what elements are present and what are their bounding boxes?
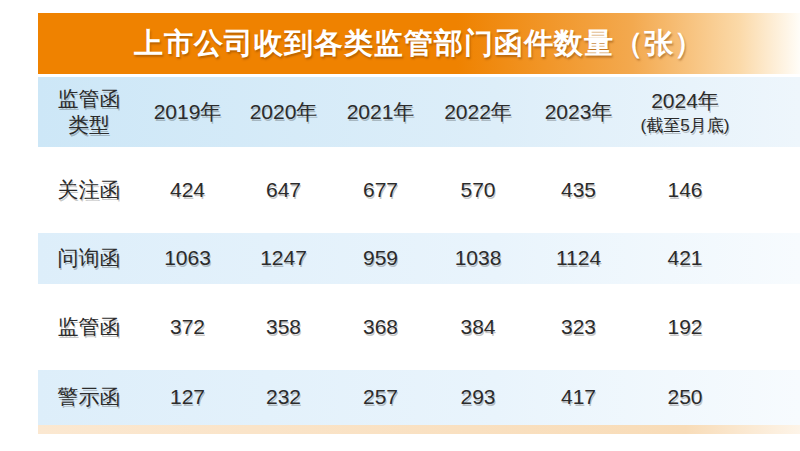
value-cell-2023: 417: [527, 384, 630, 410]
value-cell-2022: 293: [429, 384, 527, 410]
letter-type-line1: 监管函: [38, 86, 140, 112]
value-cell-2019: 127: [140, 384, 235, 410]
value-cell-2019: 1063: [140, 245, 235, 271]
column-header-2019: 2019年: [140, 99, 235, 125]
value-cell-2023: 323: [527, 314, 630, 340]
row-label: 警示函: [38, 384, 140, 410]
value-cell-2021: 368: [332, 314, 429, 340]
column-header-2024-line2: (截至5月底): [630, 115, 740, 136]
table-row-inquiry-letters: 问询函 1063 1247 959 1038 1124 421: [38, 233, 800, 284]
title-banner: 上市公司收到各类监管部门函件数量（张）: [38, 13, 800, 74]
row-label: 问询函: [38, 245, 140, 271]
value-cell-2024: 192: [630, 314, 800, 340]
value-cell-2021: 257: [332, 384, 429, 410]
value-cell-2024: 421: [630, 245, 800, 271]
value-cell-2024: 146: [630, 177, 800, 203]
column-header-2021: 2021年: [332, 99, 429, 125]
letter-type-line2: 类型: [38, 112, 140, 138]
column-header-2022: 2022年: [429, 99, 527, 125]
row-label: 关注函: [38, 177, 140, 203]
table-row-supervision-letters: 监管函 372 358 368 384 323 192: [38, 284, 800, 370]
value-cell-2021: 959: [332, 245, 429, 271]
value-cell-2024: 250: [630, 384, 800, 410]
regulatory-letters-infographic: 上市公司收到各类监管部门函件数量（张） 监管函 类型 2019年 2020年 2…: [0, 0, 800, 451]
column-header-2024: 2024年 (截至5月底): [630, 88, 800, 136]
value-cell-2022: 384: [429, 314, 527, 340]
value-cell-2020: 647: [235, 177, 332, 203]
table-row-warning-letters: 警示函 127 232 257 293 417 250: [38, 370, 800, 425]
value-cell-2020: 1247: [235, 245, 332, 271]
value-cell-2020: 232: [235, 384, 332, 410]
column-header-2020: 2020年: [235, 99, 332, 125]
value-cell-2021: 677: [332, 177, 429, 203]
table-row-attention-letters: 关注函 424 647 677 570 435 146: [38, 147, 800, 233]
row-label: 监管函: [38, 314, 140, 340]
table-header-row: 监管函 类型 2019年 2020年 2021年 2022年 2023年 202…: [38, 77, 800, 147]
column-header-letter-type: 监管函 类型: [38, 86, 140, 139]
value-cell-2023: 1124: [527, 245, 630, 271]
value-cell-2020: 358: [235, 314, 332, 340]
page-title: 上市公司收到各类监管部门函件数量（张）: [134, 24, 704, 64]
value-cell-2022: 1038: [429, 245, 527, 271]
value-cell-2022: 570: [429, 177, 527, 203]
column-header-2023: 2023年: [527, 99, 630, 125]
bottom-accent-strip: [38, 425, 800, 434]
column-header-2024-line1: 2024年: [630, 88, 740, 114]
value-cell-2023: 435: [527, 177, 630, 203]
value-cell-2019: 372: [140, 314, 235, 340]
value-cell-2019: 424: [140, 177, 235, 203]
